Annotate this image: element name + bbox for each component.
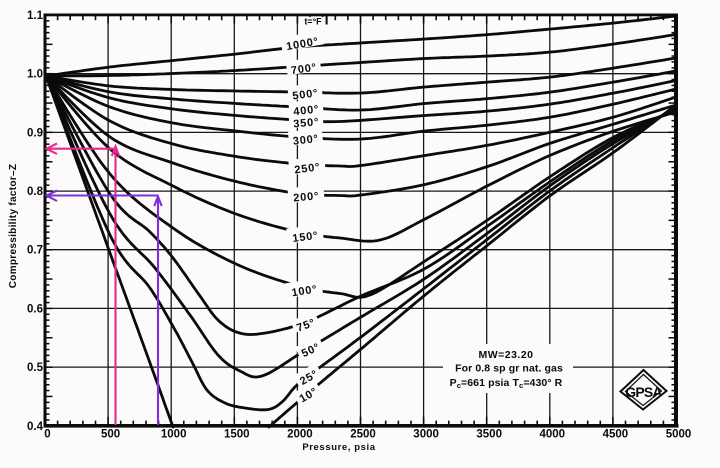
svg-text:0.8: 0.8 [27, 186, 44, 198]
svg-text:3000: 3000 [413, 429, 439, 441]
svg-text:100°: 100° [291, 283, 319, 299]
svg-text:5000: 5000 [666, 429, 692, 441]
svg-text:150°: 150° [292, 230, 319, 245]
svg-text:Compressibility factor–Z: Compressibility factor–Z [8, 164, 19, 288]
svg-text:0.5: 0.5 [27, 362, 44, 374]
svg-text:t=°F: t=°F [304, 17, 322, 27]
svg-text:2000: 2000 [287, 429, 313, 441]
svg-text:0.4: 0.4 [27, 421, 44, 433]
svg-text:1.0: 1.0 [27, 69, 43, 81]
svg-text:Pressure, psia: Pressure, psia [302, 442, 375, 453]
svg-text:3500: 3500 [476, 429, 502, 441]
svg-text:1.1: 1.1 [27, 10, 44, 22]
svg-text:2500: 2500 [350, 429, 376, 441]
svg-text:700°: 700° [290, 62, 317, 77]
svg-text:0.9: 0.9 [27, 127, 43, 139]
svg-text:0.7: 0.7 [27, 245, 43, 257]
svg-text:1000: 1000 [161, 429, 187, 441]
svg-text:Pc=661 psia Tc=430° R: Pc=661 psia Tc=430° R [450, 377, 563, 390]
svg-text:0.6: 0.6 [27, 303, 43, 315]
svg-text:400°: 400° [293, 104, 320, 119]
svg-text:4500: 4500 [603, 429, 629, 441]
svg-text:500°: 500° [292, 87, 319, 102]
svg-text:4000: 4000 [540, 429, 566, 441]
svg-text:0: 0 [44, 429, 50, 441]
svg-text:300°: 300° [292, 133, 319, 148]
svg-text:For 0.8 sp gr nat. gas: For 0.8 sp gr nat. gas [455, 363, 563, 375]
svg-text:250°: 250° [294, 161, 321, 176]
svg-text:GPSA: GPSA [625, 384, 662, 400]
svg-text:1000°: 1000° [285, 36, 319, 54]
svg-text:350°: 350° [293, 116, 320, 130]
svg-text:1500: 1500 [224, 429, 250, 441]
svg-text:MW=23.20: MW=23.20 [478, 349, 533, 361]
svg-text:500: 500 [101, 429, 120, 441]
svg-text:200°: 200° [293, 190, 320, 204]
